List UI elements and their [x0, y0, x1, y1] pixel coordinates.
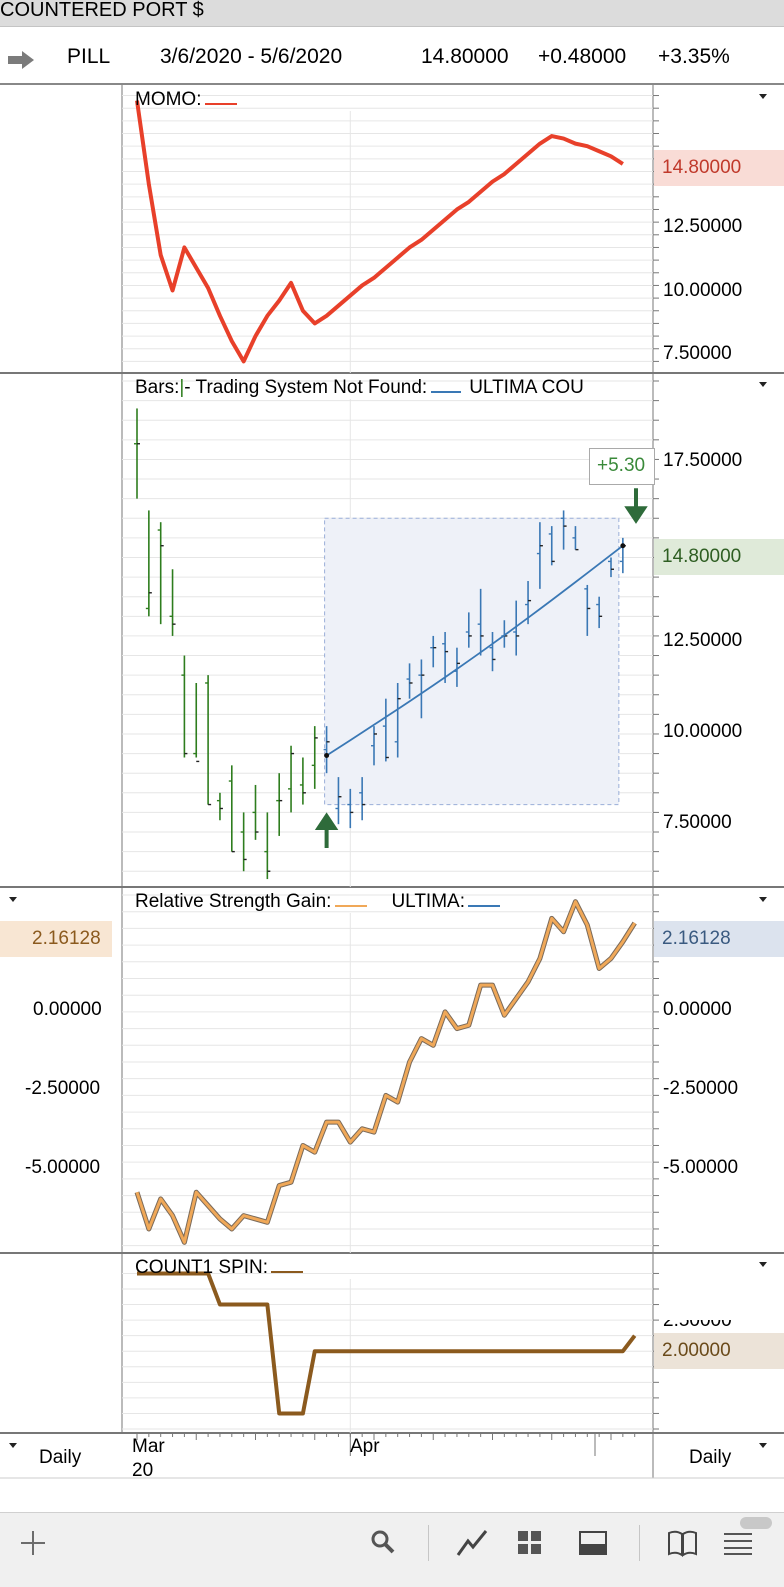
chart-area[interactable]: [0, 85, 784, 1512]
rsg-line-edge: [134, 899, 637, 1245]
bars-tick: 10.00000: [663, 721, 743, 742]
momo-label[interactable]: MOMO:: [135, 89, 237, 111]
rsg-tick-right: -5.00000: [663, 1157, 739, 1178]
trade-box: [324, 517, 620, 806]
ultima-line: [326, 545, 624, 757]
rsg-value-tag-right: 2.16128: [654, 921, 784, 957]
x-year: 20: [132, 1460, 154, 1481]
spin-value-tag: 2.00000: [654, 1333, 784, 1369]
momo-tick: 12.50000: [663, 216, 743, 237]
bars-label[interactable]: Bars:|- Trading System Not Found: ULTIMA …: [135, 377, 584, 399]
toolbar-divider: [639, 1525, 640, 1561]
momo-series: [135, 100, 624, 364]
ultima-start-dot: [324, 753, 330, 759]
grid-icon[interactable]: [516, 1529, 544, 1557]
rsg-label[interactable]: Relative Strength Gain: ULTIMA:: [135, 891, 500, 913]
x-month-apr: Apr: [350, 1436, 380, 1457]
spin-line: [137, 1271, 637, 1416]
buy-arrow-icon: [314, 812, 339, 848]
momo-legend-swatch: [204, 103, 237, 105]
rsg-ultima-swatch: [468, 905, 500, 907]
menu-icon[interactable]: [722, 1531, 754, 1555]
sell-arrow-icon: [624, 488, 648, 524]
bars-series: [134, 408, 626, 880]
rsg-ultima-label: ULTIMA:: [391, 891, 465, 912]
trade-box-rect: [324, 517, 620, 806]
gain-box[interactable]: +5.30: [589, 448, 655, 485]
trading-system-label: - Trading System Not Found:: [184, 377, 428, 398]
quote-bar: PILL 3/6/2020 - 5/6/2020 14.80000 +0.480…: [0, 27, 784, 85]
daily-left-menu-icon[interactable]: [9, 1443, 17, 1448]
bottom-toolbar: [0, 1512, 784, 1587]
momo-grid: [122, 95, 659, 373]
ultima-count-label: ULTIMA COU: [469, 377, 584, 398]
toolbar-divider: [428, 1525, 429, 1561]
periodicity-right[interactable]: Daily: [689, 1447, 732, 1468]
scrollbar-thumb[interactable]: [740, 1517, 772, 1529]
bars-label-text: Bars:: [135, 377, 180, 398]
rsg-label-text: Relative Strength Gain:: [135, 891, 332, 912]
window-title: COUNTERED PORT $: [0, 0, 204, 21]
trade-markers: [314, 488, 648, 848]
momo-label-text: MOMO:: [135, 89, 202, 110]
arrow-right-icon[interactable]: [6, 49, 36, 71]
panel-layout-icon[interactable]: [578, 1529, 610, 1557]
quote-percent: +3.35%: [658, 45, 730, 68]
spin-tick-clip: 2.50000: [663, 1320, 763, 1332]
bars-tick: 17.50000: [663, 450, 743, 471]
ultima-end-dot: [620, 543, 626, 549]
quote-symbol[interactable]: PILL: [67, 45, 111, 68]
spin-series: [137, 1271, 637, 1416]
momo-line: [135, 100, 624, 364]
rsg-left-menu-icon[interactable]: [9, 897, 17, 902]
rsg-series: [134, 899, 637, 1245]
ultima-series: [324, 543, 626, 759]
quote-last: 14.80000: [421, 45, 509, 68]
bars-value-tag: 14.80000: [654, 539, 784, 575]
momo-tick: 10.00000: [663, 280, 743, 301]
x-month-mar: Mar: [132, 1436, 165, 1457]
spin-legend-swatch: [271, 1271, 304, 1273]
spin-label[interactable]: COUNT1 SPIN:: [135, 1257, 304, 1279]
ultima-legend-swatch: [431, 391, 462, 393]
momo-tick: 7.50000: [663, 343, 732, 364]
add-icon[interactable]: [19, 1529, 47, 1557]
bars-tick: 12.50000: [663, 630, 743, 651]
rsg-legend-swatch: [335, 905, 368, 907]
quote-change: +0.48000: [538, 45, 627, 68]
rsg-tick-left: -2.50000: [25, 1078, 101, 1099]
chart-frame: [0, 85, 784, 1479]
rsg-tick-right: -2.50000: [663, 1078, 739, 1099]
chart-line-icon[interactable]: [456, 1529, 488, 1557]
bars-menu-icon[interactable]: [759, 382, 767, 387]
window-title-bar: COUNTERED PORT $: [0, 0, 784, 27]
rsg-line: [135, 900, 636, 1244]
spin-menu-icon[interactable]: [759, 1262, 767, 1267]
bars-tick: 7.50000: [663, 812, 732, 833]
daily-right-menu-icon[interactable]: [759, 1443, 767, 1448]
quote-date-range[interactable]: 3/6/2020 - 5/6/2020: [160, 45, 343, 68]
momo-value-tag: 14.80000: [654, 150, 784, 186]
momo-menu-icon[interactable]: [759, 94, 767, 99]
rsg-tick-left: 0.00000: [33, 999, 102, 1020]
rsg-tick-left: -5.00000: [25, 1157, 101, 1178]
spin-tick: 2.50000: [663, 1320, 732, 1331]
search-icon[interactable]: [370, 1529, 396, 1555]
spin-label-text: COUNT1 SPIN:: [135, 1257, 269, 1278]
bars-legend-swatch: |: [179, 377, 185, 398]
gain-box-text: +5.30: [597, 455, 646, 476]
rsg-menu-icon[interactable]: [759, 897, 767, 902]
book-icon[interactable]: [667, 1529, 699, 1557]
periodicity-left[interactable]: Daily: [39, 1447, 82, 1468]
rsg-tick-right: 0.00000: [663, 999, 732, 1020]
rsg-value-tag-left: 2.16128: [0, 921, 112, 957]
